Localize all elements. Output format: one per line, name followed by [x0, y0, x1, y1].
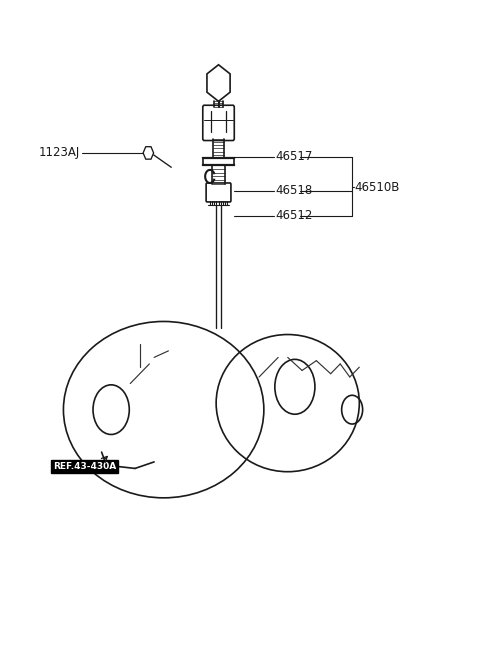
Text: 46510B: 46510B [355, 181, 400, 194]
Text: 46518: 46518 [276, 184, 313, 197]
Text: 46512: 46512 [276, 209, 313, 222]
Text: REF.43-430A: REF.43-430A [53, 462, 116, 471]
Text: 1123AJ: 1123AJ [39, 146, 80, 159]
Text: 46517: 46517 [276, 150, 313, 163]
